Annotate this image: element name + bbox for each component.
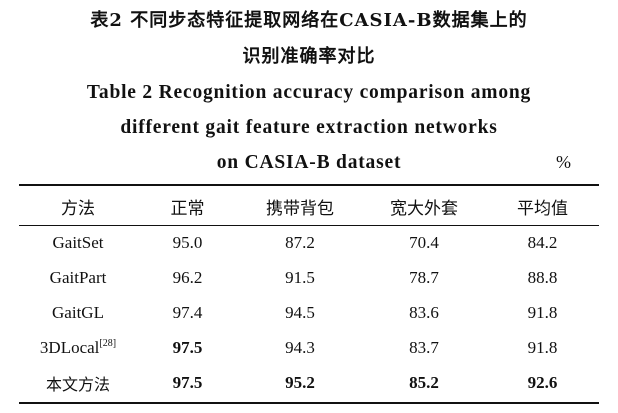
value-cell: 92.6 xyxy=(527,372,558,392)
header-rule xyxy=(19,225,599,226)
value-cell: 83.6 xyxy=(409,302,439,322)
value-cell: 91.8 xyxy=(527,337,558,357)
value-cell: 96.2 xyxy=(172,267,203,287)
table-row: 本文方法 97.5 95.2 85.2 92.6 xyxy=(19,365,599,400)
citation-ref: [28] xyxy=(99,337,117,349)
value-cell: 87.2 xyxy=(285,232,315,252)
value-cell: 88.8 xyxy=(527,267,558,287)
table-row: 3DLocal[28] 97.5 94.3 83.7 91.8 xyxy=(19,330,599,365)
header-bag: 携带背包 xyxy=(266,198,334,219)
value-cell: 91.8 xyxy=(527,302,558,322)
accuracy-table: 方法 正常 携带背包 宽大外套 平均值 GaitSet 95.0 87.2 70… xyxy=(19,187,599,400)
value-cell: 94.5 xyxy=(285,302,315,322)
method-cell: 本文方法 xyxy=(45,374,110,394)
method-name: 3DLocal xyxy=(39,337,100,357)
value-cell: 94.3 xyxy=(285,337,315,357)
header-row: 方法 正常 携带背包 宽大外套 平均值 xyxy=(19,187,599,225)
value-cell: 95.2 xyxy=(285,372,315,392)
table-row: GaitGL 97.4 94.5 83.6 91.8 xyxy=(19,295,599,330)
table-row: GaitSet 95.0 87.2 70.4 84.2 xyxy=(19,225,599,260)
value-cell: 85.2 xyxy=(409,372,439,392)
caption-cn-line2: 识别准确率对比 xyxy=(242,46,376,67)
value-cell: 83.7 xyxy=(409,337,439,357)
method-cell: GaitGL xyxy=(52,302,104,322)
bottom-rule xyxy=(19,402,599,404)
value-cell: 97.4 xyxy=(172,302,203,322)
top-rule xyxy=(19,184,599,186)
value-cell: 97.5 xyxy=(172,337,203,357)
value-cell: 95.0 xyxy=(172,232,203,252)
header-normal: 正常 xyxy=(170,198,205,219)
header-average: 平均值 xyxy=(517,198,568,219)
header-method: 方法 xyxy=(61,198,95,219)
value-cell: 84.2 xyxy=(527,232,558,252)
caption-en-line1: Table 2 Recognition accuracy comparison … xyxy=(86,82,532,103)
caption-en-line3: on CASIA-B dataset xyxy=(216,152,402,173)
value-cell: 97.5 xyxy=(172,372,203,392)
method-cell: 3DLocal[28] xyxy=(19,330,137,365)
caption-en-line2: different gait feature extraction networ… xyxy=(120,117,498,138)
value-cell: 70.4 xyxy=(409,232,439,252)
value-cell: 91.5 xyxy=(285,267,315,287)
caption-cn-line1: 表2 不同步态特征提取网络在CASIA-B数据集上的 xyxy=(90,10,528,31)
value-cell: 78.7 xyxy=(409,267,439,287)
unit-label: % xyxy=(556,152,571,172)
table-row: GaitPart 96.2 91.5 78.7 88.8 xyxy=(19,260,599,295)
method-cell: GaitPart xyxy=(49,267,107,287)
header-coat: 宽大外套 xyxy=(390,198,458,219)
method-cell: GaitSet xyxy=(52,232,104,252)
